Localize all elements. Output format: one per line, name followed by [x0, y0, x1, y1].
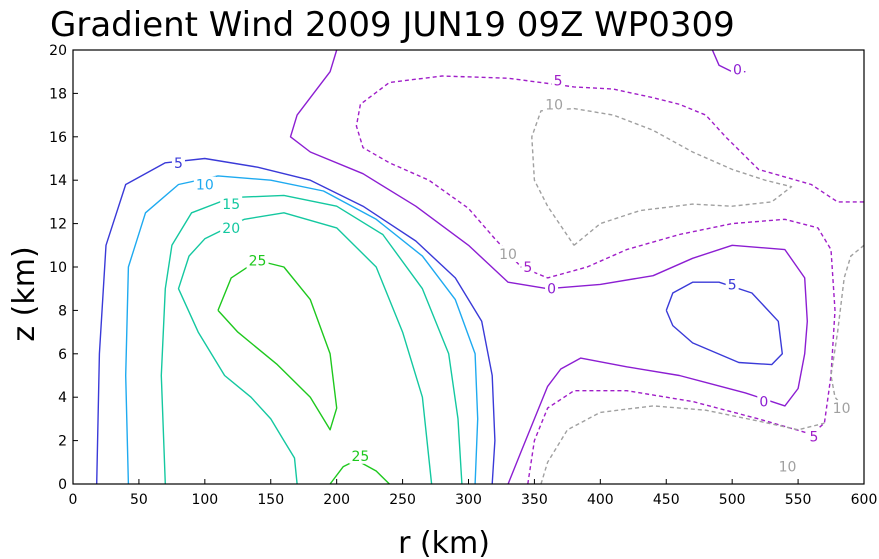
- y-tick-label: 6: [58, 347, 67, 363]
- contour-label-bg: [757, 393, 771, 410]
- contour-line: [177, 212, 433, 485]
- x-tick-label: 0: [69, 492, 78, 508]
- y-tick-label: 2: [58, 434, 67, 450]
- x-tick-label: 450: [653, 492, 680, 508]
- contour-label: 25: [351, 449, 369, 465]
- contour-layer: [96, 49, 865, 485]
- x-tick-label: 500: [719, 492, 746, 508]
- contour-label-bg: [776, 458, 799, 475]
- x-tick-label: 250: [389, 492, 416, 508]
- contour-label-bg: [349, 447, 372, 464]
- plot-frame: [72, 49, 865, 485]
- contour-label: 5: [174, 156, 183, 172]
- contour-label-bg: [220, 196, 243, 213]
- y-tick-label: 0: [58, 477, 67, 493]
- x-tick-label: 600: [851, 492, 878, 508]
- contour-label-bg: [543, 96, 566, 113]
- y-axis-ticks: 0 2 4 6 8 10 12 14 16 18 20: [49, 43, 78, 493]
- contour-label: 15: [222, 197, 240, 213]
- y-tick-label: 18: [49, 86, 67, 102]
- contour-line: [531, 107, 793, 246]
- chart-title: Gradient Wind 2009 JUN19 09Z WP0309: [50, 5, 735, 45]
- contour-line: [355, 75, 864, 485]
- y-tick-label: 12: [49, 217, 67, 233]
- contour-label: 5: [523, 260, 532, 276]
- contour-label-bg: [246, 252, 269, 269]
- x-tick-label: 50: [130, 492, 148, 508]
- contour-label-bg: [521, 259, 535, 275]
- contour-label: 10: [779, 460, 797, 476]
- contour-label-bg: [551, 72, 565, 89]
- x-tick-label: 350: [521, 492, 548, 508]
- x-tick-label: 150: [257, 492, 284, 508]
- contour-label: 5: [809, 429, 818, 445]
- x-axis-label: r (km): [398, 526, 490, 559]
- contour-label-bg: [807, 428, 821, 445]
- contour-label-bg: [830, 400, 853, 417]
- y-tick-label: 14: [49, 173, 67, 189]
- contour-label: 10: [545, 97, 563, 113]
- contour-label: 5: [728, 277, 737, 293]
- contour-label-bg: [171, 154, 185, 171]
- contour-line: [217, 259, 338, 431]
- contour-label: 0: [733, 63, 742, 79]
- contour-label: 10: [499, 247, 517, 263]
- contour-label: 10: [196, 178, 214, 194]
- contour-label: 20: [222, 221, 240, 237]
- x-tick-label: 200: [323, 492, 350, 508]
- contour-line: [125, 175, 479, 485]
- y-tick-label: 4: [58, 390, 67, 406]
- y-tick-label: 8: [58, 303, 67, 319]
- x-tick-label: 300: [455, 492, 482, 508]
- contour-label-bg: [497, 245, 520, 262]
- y-tick-label: 20: [49, 43, 67, 59]
- contour-line: [830, 244, 865, 409]
- x-tick-label: 100: [191, 492, 218, 508]
- x-tick-label: 400: [587, 492, 614, 508]
- contour-label: 10: [833, 401, 851, 417]
- y-axis-label: z (km): [7, 246, 42, 341]
- x-axis-ticks: 0 50 100 150 200 250 300 350 400 450 500 550 600: [69, 479, 878, 508]
- contour-label-bg: [545, 280, 559, 297]
- x-tick-label: 550: [785, 492, 812, 508]
- contour-line: [160, 194, 463, 485]
- contour-label: 5: [554, 73, 563, 89]
- contour-line: [540, 405, 825, 485]
- contour-label: 0: [759, 395, 768, 411]
- contour-label: 25: [249, 253, 267, 269]
- contour-label: 0: [547, 282, 556, 298]
- contour-label-bg: [220, 219, 243, 236]
- contour-label-bg: [193, 176, 216, 193]
- contour-label-bg: [725, 276, 739, 293]
- contour-line: [665, 281, 783, 366]
- y-tick-label: 16: [49, 130, 67, 146]
- contour-line: [96, 157, 496, 485]
- contour-line: [289, 49, 808, 485]
- y-tick-label: 10: [49, 260, 67, 276]
- contour-label-bg: [730, 61, 744, 78]
